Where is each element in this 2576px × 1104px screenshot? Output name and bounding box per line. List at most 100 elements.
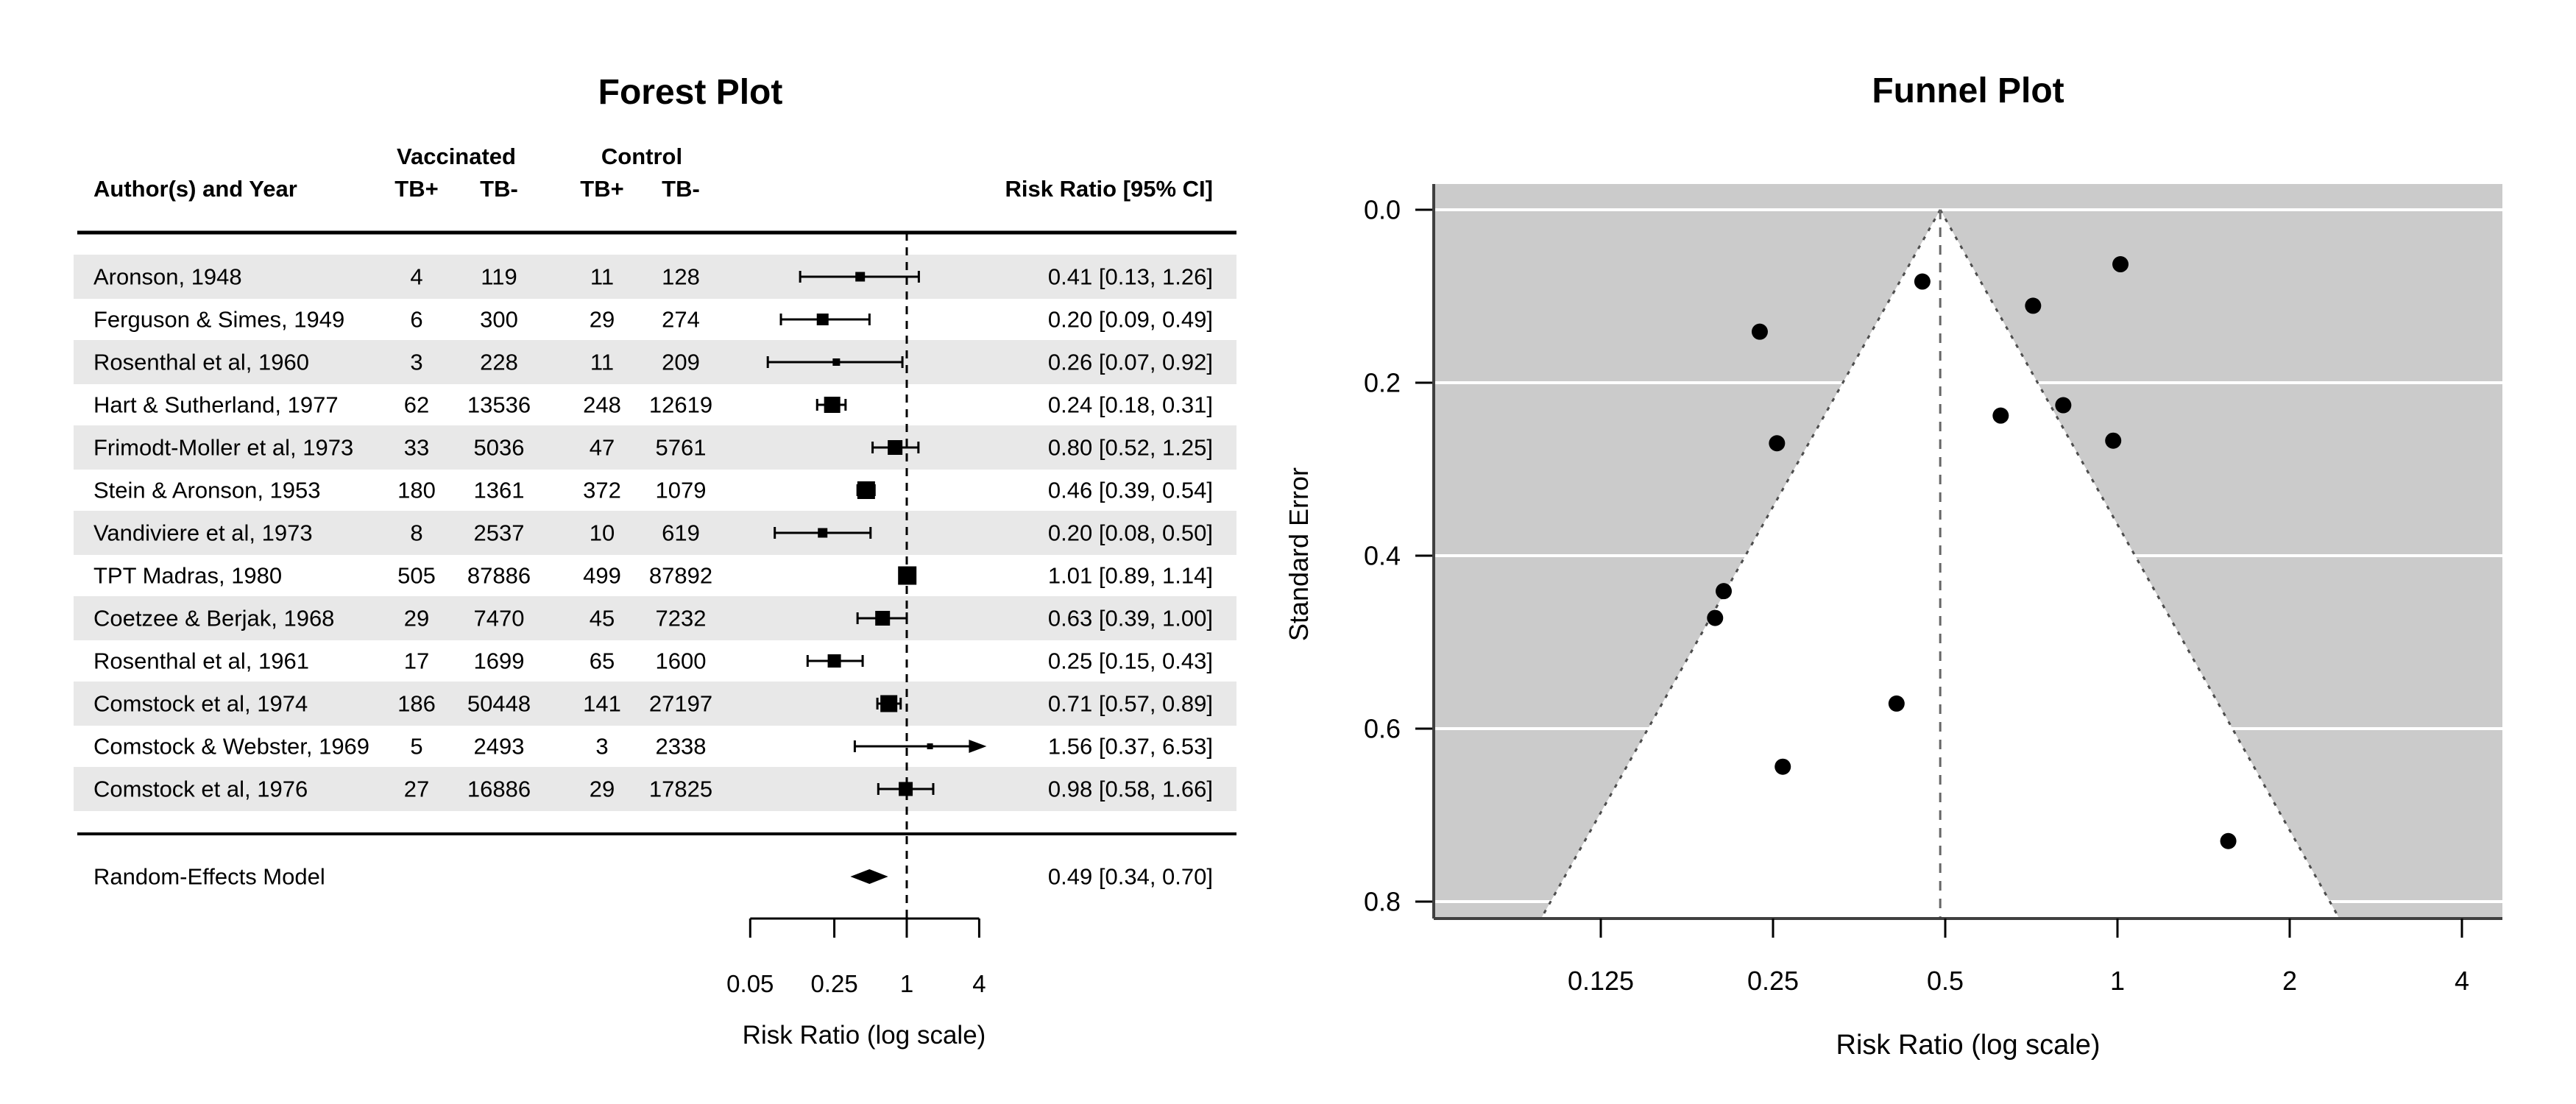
- study-author: Hart & Sutherland, 1977: [93, 392, 339, 418]
- funnel-point: [2025, 297, 2042, 314]
- funnel-x-tick-label: 4: [2455, 966, 2469, 996]
- count-tb-pos-vacc: 29: [404, 606, 429, 631]
- ci-label: 0.46 [0.39, 0.54]: [1048, 478, 1213, 503]
- funnel-point: [1914, 273, 1931, 290]
- funnel-point: [1992, 407, 2009, 424]
- funnel-y-tick-label: 0.6: [1364, 714, 1401, 744]
- column-header-risk-ratio: Risk Ratio [95% CI]: [1005, 176, 1213, 202]
- row-band: [74, 340, 1236, 384]
- count-tb-pos-vacc: 6: [410, 307, 422, 333]
- count-tb-neg-vacc: 16886: [467, 776, 531, 802]
- count-tb-neg-ctrl: 274: [662, 307, 700, 333]
- count-tb-pos-ctrl: 499: [583, 563, 621, 589]
- effect-square: [927, 743, 933, 749]
- funnel-point: [1751, 323, 1768, 340]
- count-tb-pos-ctrl: 29: [590, 776, 615, 802]
- funnel-x-tick-label: 1: [2110, 966, 2125, 996]
- ci-label: 0.25 [0.15, 0.43]: [1048, 648, 1213, 674]
- count-tb-pos-ctrl: 29: [590, 307, 615, 333]
- count-tb-neg-ctrl: 209: [662, 350, 700, 375]
- funnel-y-axis-title: Standard Error: [1284, 467, 1314, 641]
- column-header-vaccinated: Vaccinated: [397, 144, 516, 169]
- row-band: [74, 425, 1236, 470]
- count-tb-pos-vacc: 8: [410, 520, 422, 546]
- count-tb-neg-vacc: 1361: [474, 478, 525, 503]
- effect-square: [832, 358, 841, 366]
- study-author: Ferguson & Simes, 1949: [93, 307, 344, 333]
- count-tb-pos-ctrl: 11: [590, 264, 614, 290]
- ci-label: 1.01 [0.89, 1.14]: [1048, 563, 1213, 589]
- funnel-point: [1707, 609, 1724, 626]
- effect-square: [888, 440, 903, 455]
- column-header-tb-neg-ctrl: TB-: [662, 176, 700, 202]
- count-tb-neg-vacc: 228: [480, 350, 518, 375]
- funnel-y-tick-label: 0.4: [1364, 541, 1401, 571]
- count-tb-neg-vacc: 5036: [474, 435, 525, 461]
- forest-rows: Aronson, 1948 4 119 11 128 0.41 [0.13, 1.26] F…: [74, 255, 1236, 811]
- ci-label: 0.26 [0.07, 0.92]: [1048, 350, 1213, 375]
- funnel-plot: Funnel Plot 0.0 0.2 0.4 0.6 0.8 0.125 0.25 0.5…: [1284, 71, 2502, 1061]
- count-tb-neg-vacc: 300: [480, 307, 518, 333]
- count-tb-neg-ctrl: 12619: [649, 392, 712, 418]
- count-tb-pos-vacc: 27: [404, 776, 429, 802]
- row-band: [74, 511, 1236, 555]
- count-tb-pos-vacc: 180: [397, 478, 436, 503]
- study-author: Frimodt-Moller et al, 1973: [93, 435, 353, 461]
- column-header-tb-neg-vacc: TB-: [480, 176, 518, 202]
- row-band: [74, 682, 1236, 726]
- count-tb-pos-ctrl: 372: [583, 478, 621, 503]
- effect-square: [816, 314, 829, 325]
- count-tb-pos-vacc: 5: [410, 734, 422, 760]
- count-tb-pos-vacc: 3: [410, 350, 422, 375]
- row-band: [74, 767, 1236, 811]
- count-tb-pos-ctrl: 11: [590, 350, 614, 375]
- count-tb-pos-ctrl: 10: [590, 520, 615, 546]
- ci-label: 0.20 [0.09, 0.49]: [1048, 307, 1213, 333]
- funnel-point: [1774, 758, 1791, 775]
- effect-square: [899, 782, 913, 796]
- effect-square: [824, 397, 841, 413]
- count-tb-pos-ctrl: 3: [595, 734, 608, 760]
- count-tb-pos-ctrl: 45: [590, 606, 615, 631]
- count-tb-pos-ctrl: 248: [583, 392, 621, 418]
- forest-axis-tick-label: 1: [900, 970, 913, 997]
- funnel-confidence-region: [1540, 209, 2340, 919]
- count-tb-pos-vacc: 17: [404, 648, 429, 674]
- funnel-x-axis-title: Risk Ratio (log scale): [1836, 1030, 2101, 1061]
- count-tb-neg-ctrl: 5761: [656, 435, 707, 461]
- study-author: TPT Madras, 1980: [93, 563, 282, 589]
- ci-label: 0.24 [0.18, 0.31]: [1048, 392, 1213, 418]
- count-tb-neg-ctrl: 619: [662, 520, 700, 546]
- ci-label: 0.20 [0.08, 0.50]: [1048, 520, 1213, 546]
- forest-axis-tick-label: 0.05: [726, 970, 774, 997]
- count-tb-pos-ctrl: 47: [590, 435, 615, 461]
- ci-label: 0.41 [0.13, 1.26]: [1048, 264, 1213, 290]
- count-tb-neg-ctrl: 128: [662, 264, 700, 290]
- count-tb-neg-vacc: 119: [481, 264, 517, 290]
- funnel-x-tick-label: 0.5: [1927, 966, 1964, 996]
- forest-x-axis-title: Risk Ratio (log scale): [743, 1021, 986, 1050]
- effect-square: [855, 272, 866, 282]
- ci-label: 0.98 [0.58, 1.66]: [1048, 776, 1213, 802]
- ci-label: 0.71 [0.57, 0.89]: [1048, 691, 1213, 717]
- funnel-point: [2105, 432, 2122, 449]
- count-tb-pos-vacc: 505: [397, 563, 436, 589]
- study-author: Coetzee & Berjak, 1968: [93, 606, 334, 631]
- ci-arrow: [969, 740, 987, 753]
- study-author: Comstock et al, 1976: [93, 776, 308, 802]
- study-author: Aronson, 1948: [93, 264, 242, 290]
- count-tb-neg-ctrl: 2338: [656, 734, 707, 760]
- forest-axis: 0.05 0.25 1 4: [726, 917, 986, 997]
- forest-axis-tick-label: 4: [972, 970, 986, 997]
- effect-square: [827, 654, 841, 668]
- forest-plot-title: Forest Plot: [598, 73, 783, 112]
- count-tb-neg-ctrl: 7232: [656, 606, 707, 631]
- study-author: Stein & Aronson, 1953: [93, 478, 321, 503]
- forest-axis-tick-label: 0.25: [810, 970, 857, 997]
- funnel-x-tick-label: 0.25: [1747, 966, 1799, 996]
- summary-diamond: [850, 869, 888, 884]
- count-tb-pos-ctrl: 65: [590, 648, 615, 674]
- funnel-x-axis: 0.125 0.25 0.5 1 2 4: [1568, 919, 2469, 996]
- study-author: Vandiviere et al, 1973: [93, 520, 313, 546]
- study-author: Rosenthal et al, 1960: [93, 350, 309, 375]
